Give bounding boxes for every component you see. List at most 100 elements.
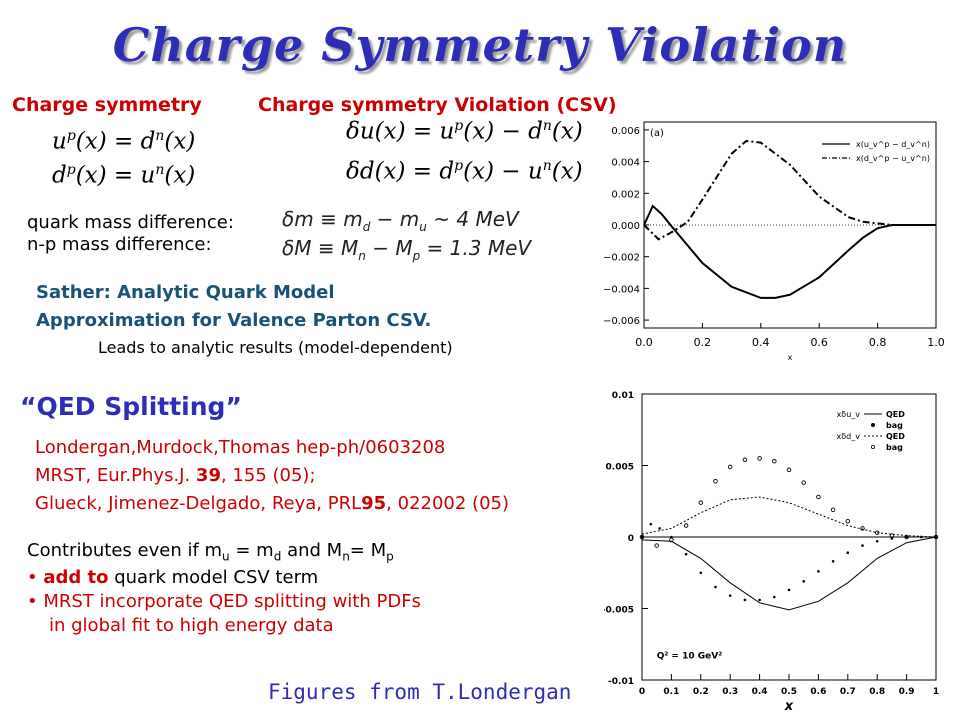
chart2-point — [801, 480, 806, 485]
chart2-xtick-label: 0.7 — [840, 687, 856, 697]
chart2-point — [758, 598, 761, 602]
close-quote: ” — [225, 392, 242, 421]
chart2-point — [640, 535, 644, 539]
csv-equation-2: δd(x) = dp(x) − un(x) — [346, 158, 583, 185]
chart1-ytick-label: 0.002 — [611, 189, 640, 200]
np-mass-equation: δM ≡ Mn − Mp = 1.3 MeV — [282, 236, 532, 263]
bullet-2: MRST incorporate QED splitting with PDFs — [27, 590, 587, 614]
reference-3: Glueck, Jimenez-Delgado, Reya, PRL95, 02… — [35, 493, 509, 514]
cs-equation-1: up(x) = dn(x) — [52, 128, 196, 155]
chart2-ytick-label: 0 — [628, 534, 634, 544]
csv-chart-1: 0.006 0.004 0.002 0.000 −0.002 −0.004 −0.006 0.… — [603, 121, 945, 362]
chart2-point — [714, 585, 717, 589]
chart2-point — [757, 456, 762, 461]
chart2-point — [683, 523, 689, 528]
chart2-series-3 — [641, 496, 937, 538]
chart2-xlabel: x — [784, 699, 794, 714]
chart2-legend-group-2: xδd_v — [837, 432, 861, 441]
chart1-ytick-label: −0.006 — [603, 316, 640, 327]
chart2-point — [889, 533, 895, 538]
chart2-point — [831, 560, 835, 563]
chart2-xtick-label: 0.2 — [693, 687, 709, 697]
chart2-xtick-label: 1 — [933, 687, 939, 697]
chart1-series-1 — [643, 204, 936, 299]
chart2-point — [846, 551, 850, 555]
chart2-point — [639, 534, 645, 540]
chart2-ytick-label: -0.005 — [604, 606, 634, 616]
qed-heading: “QED Splitting” — [20, 392, 242, 421]
reference-2: MRST, Eur.Phys.J. 39, 155 (05); — [35, 465, 316, 486]
chart1-panel-label: (a) — [650, 128, 664, 139]
charge-symmetry-heading: Charge symmetry — [12, 94, 202, 116]
csv-equation-1: δu(x) = up(x) − dn(x) — [346, 118, 583, 145]
chart2-point — [743, 598, 747, 602]
chart2-legend-label: QED — [886, 410, 905, 419]
chart1-xtick-label: 0.8 — [869, 336, 887, 349]
chart2-ytick-label: -0.01 — [608, 677, 634, 687]
chart2-point — [816, 494, 821, 500]
chart2-ytick-label: 0.005 — [606, 463, 634, 473]
chart1-xtick-label: 1.0 — [927, 336, 945, 349]
chart2-point — [670, 535, 673, 539]
chart1-ytick-label: 0.006 — [611, 126, 640, 137]
chart2-legend-mark — [870, 423, 875, 428]
np-mass-label: n-p mass difference: — [27, 234, 212, 255]
chart2-xtick-label: 0.9 — [899, 687, 915, 697]
chart2-point — [817, 570, 820, 573]
chart1-xtick-label: 0.4 — [752, 336, 770, 349]
chart2-point — [786, 467, 792, 473]
chart2-ytick-label: 0.01 — [612, 391, 634, 401]
csv-heading: Charge symmetry Violation (CSV) — [258, 94, 617, 116]
open-quote: “ — [20, 392, 37, 421]
chart1-xtick-label: 0.0 — [635, 336, 653, 349]
sather-line-1: Sather: Analytic Quark Model — [36, 282, 335, 303]
chart1-xtick-label: 0.2 — [694, 336, 712, 349]
chart2-annotation: Q² = 10 GeV² — [657, 652, 723, 662]
chart2-legend-label: bag — [886, 421, 903, 430]
figures-credit: Figures from T.Londergan — [268, 680, 572, 704]
chart1-ytick-label: −0.004 — [603, 284, 640, 295]
chart2-point — [698, 500, 704, 505]
chart2-point — [905, 535, 908, 539]
chart2-point — [787, 588, 791, 592]
chart2-point — [874, 530, 880, 535]
chart2-point — [861, 544, 864, 547]
chart2-legend-label: bag — [886, 443, 903, 452]
chart2-point — [713, 478, 718, 484]
quark-mass-equation: δm ≡ md − mu ~ 4 MeV — [282, 207, 519, 234]
qed-heading-text: QED Splitting — [36, 392, 226, 421]
chart2-xtick-label: 0.3 — [722, 687, 738, 697]
quark-mass-label: quark mass difference: — [27, 212, 234, 233]
chart2-xtick-label: 0.8 — [869, 687, 885, 697]
chart1-xtick-label: 0.6 — [810, 336, 828, 349]
chart2-point — [773, 595, 776, 599]
chart1-legend-label-2: x(d_v^p − u_v^n) — [856, 154, 930, 163]
chart2-point — [830, 507, 836, 513]
chart2-point — [742, 457, 748, 463]
chart2-point — [772, 458, 777, 464]
chart2-point — [933, 534, 939, 540]
chart2-point — [649, 522, 653, 526]
chart2-point — [669, 537, 674, 543]
csv-chart-2: 0.01 0.005 0 -0.005 -0.01 0 0.1 0.2 0.3 0.4 0.5 0.6… — [604, 391, 939, 714]
sather-line-3: Leads to analytic results (model-depende… — [98, 338, 453, 357]
contributes-line: Contributes even if mu = md and Mn= Mp — [27, 540, 394, 564]
chart2-point — [728, 594, 732, 597]
chart1-legend-label-1: x(u_v^p − d_v^n) — [856, 140, 930, 149]
chart1-xlabel: x — [788, 353, 793, 362]
bullet-list: add to quark model CSV term MRST incorpo… — [27, 566, 587, 638]
chart2-point — [684, 552, 688, 556]
chart2-xtick-label: 0.4 — [752, 687, 768, 697]
chart1-ytick-label: 0.000 — [611, 221, 640, 232]
chart2-point — [890, 537, 894, 540]
chart2-point — [845, 519, 851, 524]
chart2-xtick-label: 0 — [639, 687, 645, 697]
chart2-legend-mark — [870, 445, 875, 450]
chart2-legend-label: QED — [886, 432, 905, 441]
chart2-point — [904, 534, 909, 540]
chart2-point — [727, 464, 733, 470]
page-title: Charge Symmetry Violation — [112, 18, 848, 72]
bullet-2-continued: in global fit to high energy data — [49, 615, 334, 636]
chart2-point — [699, 571, 703, 575]
chart2-legend-group-1: xδu_v — [837, 410, 861, 419]
